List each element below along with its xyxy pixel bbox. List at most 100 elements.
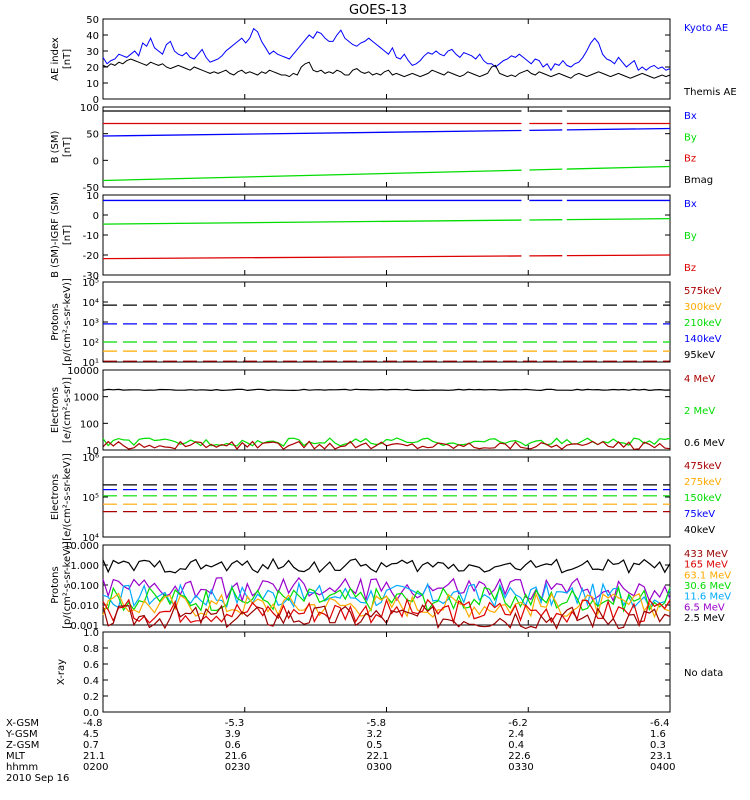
- x-row-value: 21.1: [83, 751, 105, 762]
- x-row-value: -5.3: [225, 718, 245, 729]
- y-tick-label: 1.000: [70, 561, 99, 572]
- legend-entry: 63.1 MeV: [684, 570, 731, 581]
- y-axis-label: B (SM)-IGRF (SM): [50, 192, 61, 278]
- panel-2: -30 -20 -10 0 10 B (SM)-IGRF (SM) [nT] Bx By Bz: [50, 191, 697, 282]
- x-row-value: 22.1: [367, 751, 389, 762]
- panel-7: 0.0 0.2 0.4 0.6 0.8 1.0 X-ray No data: [56, 628, 723, 719]
- y-tick-label: -20: [83, 251, 99, 262]
- series-line: [102, 58, 671, 79]
- y-axis-label: Electrons: [50, 474, 61, 520]
- y-tick-label: 10²: [82, 338, 99, 349]
- legend-entry: 95keV: [684, 350, 715, 361]
- legend-entry: 40keV: [684, 525, 715, 536]
- y-tick-label: -30: [83, 271, 99, 282]
- y-tick-label: 100: [80, 103, 99, 114]
- series-line: [102, 219, 522, 225]
- x-row-label: Z-GSM: [6, 740, 39, 751]
- legend-entry: Themis AE: [683, 87, 737, 98]
- series-line: [529, 168, 563, 171]
- series-line: [102, 557, 671, 574]
- y-tick-label: 20: [86, 63, 99, 74]
- x-row-value: -5.8: [367, 718, 387, 729]
- panel-3: 10¹ 10² 10³ 10⁴ 10⁵ Protons [p/(cm²-s-sr-keV)]…: [50, 278, 722, 369]
- legend-entry: 150keV: [684, 493, 722, 504]
- y-tick-label: 0: [93, 211, 99, 222]
- legend-entry: By: [684, 231, 697, 242]
- y-tick-label: 10: [86, 191, 99, 202]
- legend-entry: 2.5 MeV: [684, 613, 725, 624]
- x-row-value: 0300: [367, 762, 392, 773]
- legend-entry: Bmag: [684, 175, 713, 186]
- y-tick-label: 40: [86, 31, 99, 42]
- y-axis-label: [p/(cm²-s-sr-keV)]: [62, 541, 73, 629]
- y-axis-label: X-ray: [56, 659, 67, 685]
- y-tick-label: 10: [86, 79, 99, 90]
- legend-entry: 0.6 MeV: [684, 438, 725, 449]
- y-axis-label: [e/(cm²-s-sr)]: [62, 377, 73, 443]
- y-tick-label: 0.4: [83, 676, 99, 687]
- x-row-value: 0.4: [508, 740, 524, 751]
- panel-frame: [102, 369, 671, 451]
- y-tick-label: 50: [86, 15, 99, 26]
- x-row-value: 1.6: [650, 729, 666, 740]
- series-line: [102, 255, 522, 260]
- legend-entry: 210keV: [684, 318, 722, 329]
- y-tick-label: 0: [93, 95, 99, 106]
- x-row-label: Y-GSM: [5, 729, 38, 740]
- legend-entry: No data: [684, 668, 723, 679]
- panel-1: -50 0 50 100 B (SM) [nT] Bx By Bz Bmag: [50, 103, 713, 194]
- panel-frame: [102, 281, 671, 363]
- legend-entry: Bz: [684, 263, 696, 274]
- y-tick-label: 0.0: [83, 708, 99, 719]
- x-row-value: 4.5: [83, 729, 99, 740]
- panel-frame: [102, 194, 671, 276]
- y-axis-label: [e/(cm²-s-sr-keV)]: [62, 453, 73, 541]
- series-line: [566, 165, 671, 170]
- panel-4: 10 100 1000 10000 Electrons [e/(cm²-s-sr)] 4 M…: [50, 366, 725, 457]
- legend-entry: 575keV: [684, 286, 722, 297]
- y-tick-label: 30: [86, 47, 99, 58]
- legend-entry: Kyoto AE: [684, 23, 728, 34]
- legend-entry: 275keV: [684, 477, 722, 488]
- x-axis-table: X-GSM -4.8 -5.3 -5.8 -6.2 -6.4 Y-GSM 4.5 3.9 3.2 2…: [5, 19, 675, 784]
- x-row-value: -4.8: [83, 718, 103, 729]
- y-axis-label: Electrons: [50, 387, 61, 433]
- legend-entry: 6.5 MeV: [684, 602, 725, 613]
- x-row-value: 0400: [650, 762, 675, 773]
- x-row-value: 22.6: [508, 751, 530, 762]
- x-row-label: X-GSM: [6, 718, 39, 729]
- y-tick-label: 50: [86, 130, 99, 141]
- x-row-value: 0230: [225, 762, 250, 773]
- y-tick-label: 10: [86, 446, 99, 457]
- legend-entry: 475keV: [684, 461, 722, 472]
- series-line: [102, 577, 671, 603]
- legend-entry: Bx: [684, 111, 697, 122]
- x-row-value: -6.2: [508, 718, 528, 729]
- x-row-value: 0.7: [83, 740, 99, 751]
- y-tick-label: 0.2: [83, 692, 99, 703]
- y-tick-label: 10.000: [64, 541, 99, 552]
- legend-entry: Bx: [684, 199, 697, 210]
- chart-title: GOES-13: [349, 3, 407, 18]
- x-row-value: 23.1: [650, 751, 672, 762]
- y-axis-label: AE index: [50, 37, 61, 81]
- series-line: [102, 169, 522, 182]
- y-axis-label: B (SM): [50, 130, 61, 163]
- y-axis-label: Protons: [50, 303, 61, 340]
- y-tick-label: 1.0: [83, 628, 99, 639]
- series-line: [102, 388, 671, 392]
- y-tick-label: 0.6: [83, 660, 99, 671]
- legend-entry: 2 MeV: [684, 406, 715, 417]
- legend-entry: 75keV: [684, 509, 715, 520]
- panel-frame: [102, 456, 671, 538]
- y-tick-label: 10⁵: [82, 493, 99, 504]
- series-line: [102, 581, 671, 609]
- series-line: [102, 592, 671, 619]
- panel-frame: [102, 18, 671, 100]
- panel-5: 10⁴ 10⁵ 10⁶ Electrons [e/(cm²-s-sr-keV)] 475k…: [50, 453, 722, 544]
- y-tick-label: 10⁶: [82, 453, 99, 464]
- panel-6: 0.001 0.010 0.100 1.000 10.000 Protons [p/(cm²…: [50, 541, 731, 632]
- legend-entry: 300keV: [684, 302, 722, 313]
